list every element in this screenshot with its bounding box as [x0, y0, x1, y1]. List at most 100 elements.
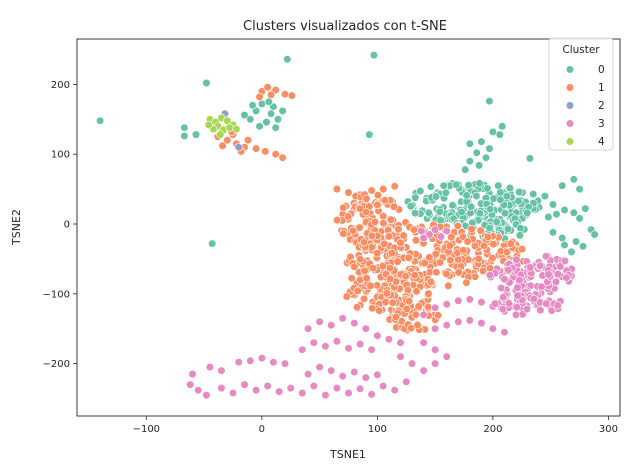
data-point	[425, 253, 434, 262]
data-point	[402, 305, 412, 314]
data-point	[365, 130, 374, 139]
x-tick-label: 300	[599, 424, 618, 435]
data-point	[548, 228, 558, 237]
data-point	[433, 311, 443, 320]
data-point	[544, 212, 553, 222]
data-point	[488, 254, 497, 263]
data-point	[411, 236, 421, 245]
data-point	[504, 265, 513, 275]
data-point	[218, 141, 227, 150]
data-point	[499, 293, 508, 302]
data-point	[483, 232, 493, 241]
data-point	[401, 272, 410, 281]
data-point	[523, 208, 532, 217]
data-point	[476, 226, 485, 235]
data-point	[514, 196, 523, 206]
data-point	[470, 241, 480, 250]
x-tick-label: −100	[133, 424, 160, 435]
data-point	[553, 301, 562, 310]
data-point	[506, 239, 515, 248]
data-point	[462, 278, 471, 287]
data-point	[495, 130, 504, 139]
data-point	[406, 324, 416, 333]
data-point	[327, 366, 336, 375]
data-point	[286, 384, 295, 393]
data-point	[304, 370, 313, 379]
data-point	[590, 230, 599, 239]
data-point	[488, 127, 498, 136]
data-point	[387, 249, 397, 258]
legend-label-2: 2	[598, 100, 605, 112]
data-point	[569, 208, 578, 217]
y-tick-label: 200	[51, 80, 70, 91]
data-point	[485, 223, 494, 233]
data-point	[275, 387, 284, 396]
data-point	[383, 289, 392, 298]
y-axis-label: TSNE2	[10, 209, 23, 246]
data-point	[502, 192, 511, 201]
data-point	[396, 352, 405, 361]
data-point	[504, 225, 513, 234]
data-point	[273, 115, 283, 124]
data-point	[240, 380, 249, 389]
data-point	[569, 175, 578, 184]
data-point	[567, 247, 576, 256]
legend-title: Cluster	[562, 44, 600, 56]
data-point	[381, 298, 390, 307]
data-point	[399, 231, 408, 240]
data-point	[304, 324, 313, 333]
data-point	[390, 182, 399, 191]
data-point	[255, 92, 264, 101]
data-point	[402, 377, 411, 386]
data-point	[385, 274, 395, 284]
legend-marker-0	[565, 65, 575, 74]
data-point	[373, 191, 383, 200]
data-point	[486, 205, 495, 214]
data-point	[457, 207, 466, 217]
data-point	[390, 386, 399, 395]
data-point	[367, 186, 376, 195]
y-tick-label: −200	[43, 359, 70, 370]
x-axis-label: TSNE1	[329, 448, 366, 461]
data-point	[269, 358, 278, 367]
data-point	[488, 324, 498, 333]
data-point	[441, 188, 450, 197]
data-point	[551, 277, 561, 287]
data-point	[465, 139, 474, 148]
data-point	[188, 370, 197, 379]
data-point	[240, 110, 249, 120]
chart-title: Clusters visualizados con t-SNE	[243, 19, 447, 34]
data-point	[553, 270, 562, 279]
data-point	[485, 270, 495, 280]
series-0	[95, 50, 599, 256]
data-point	[362, 274, 371, 283]
data-point	[342, 292, 351, 301]
data-point	[389, 202, 399, 211]
data-point	[407, 359, 417, 368]
legend-label-1: 1	[598, 82, 605, 94]
data-point	[362, 194, 371, 203]
series-3	[186, 225, 576, 400]
data-point	[537, 282, 546, 291]
data-point	[477, 319, 486, 328]
data-point	[350, 319, 359, 328]
data-point	[426, 182, 436, 191]
data-point	[252, 144, 261, 153]
data-point	[471, 272, 480, 281]
data-point	[278, 153, 287, 162]
data-point	[356, 204, 365, 213]
data-point	[575, 185, 584, 194]
data-point	[180, 131, 189, 141]
data-point	[558, 233, 567, 243]
data-point	[378, 262, 387, 271]
data-point	[472, 191, 481, 201]
data-point	[571, 237, 581, 246]
x-tick-label: 100	[368, 424, 387, 435]
data-point	[435, 207, 444, 216]
data-point	[350, 367, 359, 377]
data-point	[426, 277, 436, 287]
data-point	[309, 338, 318, 347]
data-point	[384, 335, 394, 344]
y-tick-label: 0	[64, 220, 70, 231]
data-point	[287, 91, 297, 100]
